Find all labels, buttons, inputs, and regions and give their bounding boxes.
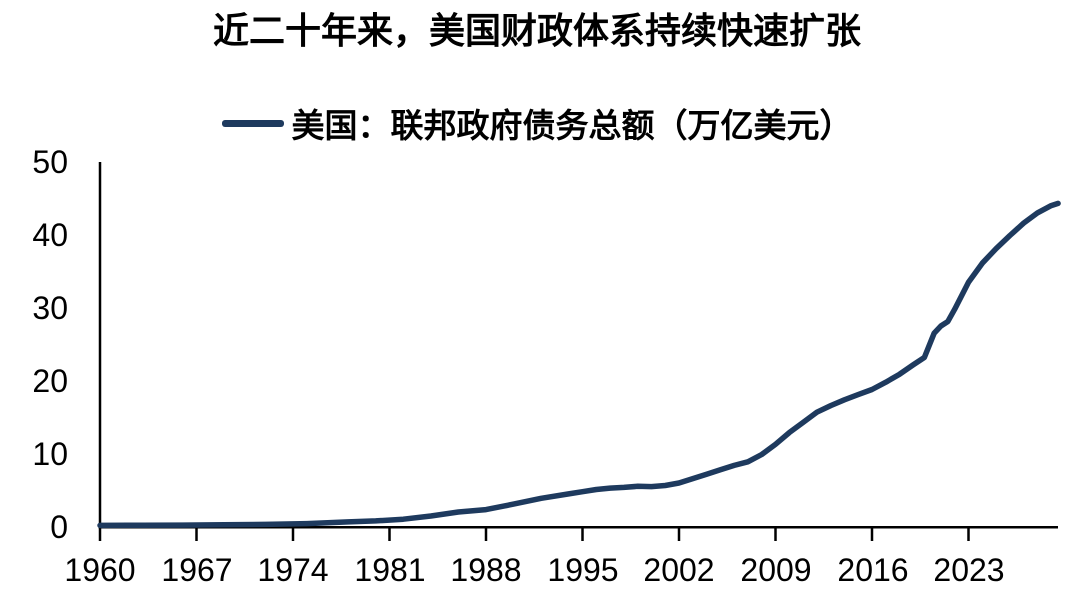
y-tick-label: 10 [32,436,68,472]
y-tick-label: 50 [32,144,68,180]
y-tick-label: 20 [32,363,68,399]
x-tick-label: 2023 [933,552,1005,588]
legend-label: 美国：联邦政府债务总额（万亿美元） [291,109,853,145]
x-tick-label: 1967 [161,552,233,588]
y-tick-label: 30 [32,290,68,326]
y-tick-label: 40 [32,217,68,253]
chart-title: 近二十年来，美国财政体系持续快速扩张 [212,11,861,51]
x-tick-label: 2002 [643,552,715,588]
x-tick-label: 2016 [837,552,909,588]
legend-line-swatch-icon [221,119,284,127]
x-tick-label: 1995 [547,552,619,588]
x-tick-label: 2009 [740,552,812,588]
x-tick-label: 1960 [64,552,136,588]
y-tick-label: 0 [50,509,68,545]
x-tick-label: 1981 [354,552,426,588]
legend: 美国：联邦政府债务总额（万亿美元） [0,100,1074,146]
x-ticks [98,528,970,541]
x-tick-label: 1974 [257,552,329,588]
debt-line [97,200,1061,529]
x-tick-label: 1988 [450,552,522,588]
